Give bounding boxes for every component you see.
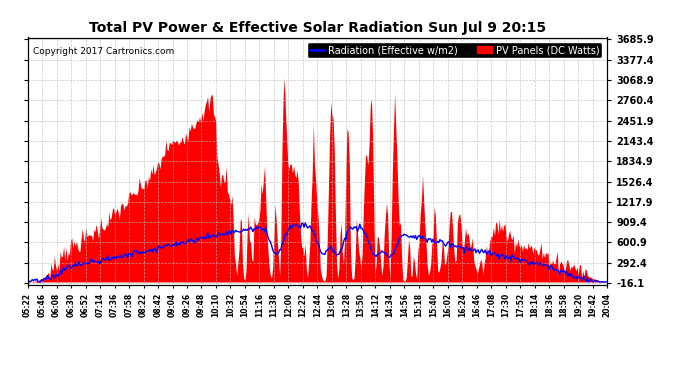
Legend: Radiation (Effective w/m2), PV Panels (DC Watts): Radiation (Effective w/m2), PV Panels (D… <box>307 42 602 58</box>
Title: Total PV Power & Effective Solar Radiation Sun Jul 9 20:15: Total PV Power & Effective Solar Radiati… <box>89 21 546 35</box>
Text: Copyright 2017 Cartronics.com: Copyright 2017 Cartronics.com <box>33 47 175 56</box>
